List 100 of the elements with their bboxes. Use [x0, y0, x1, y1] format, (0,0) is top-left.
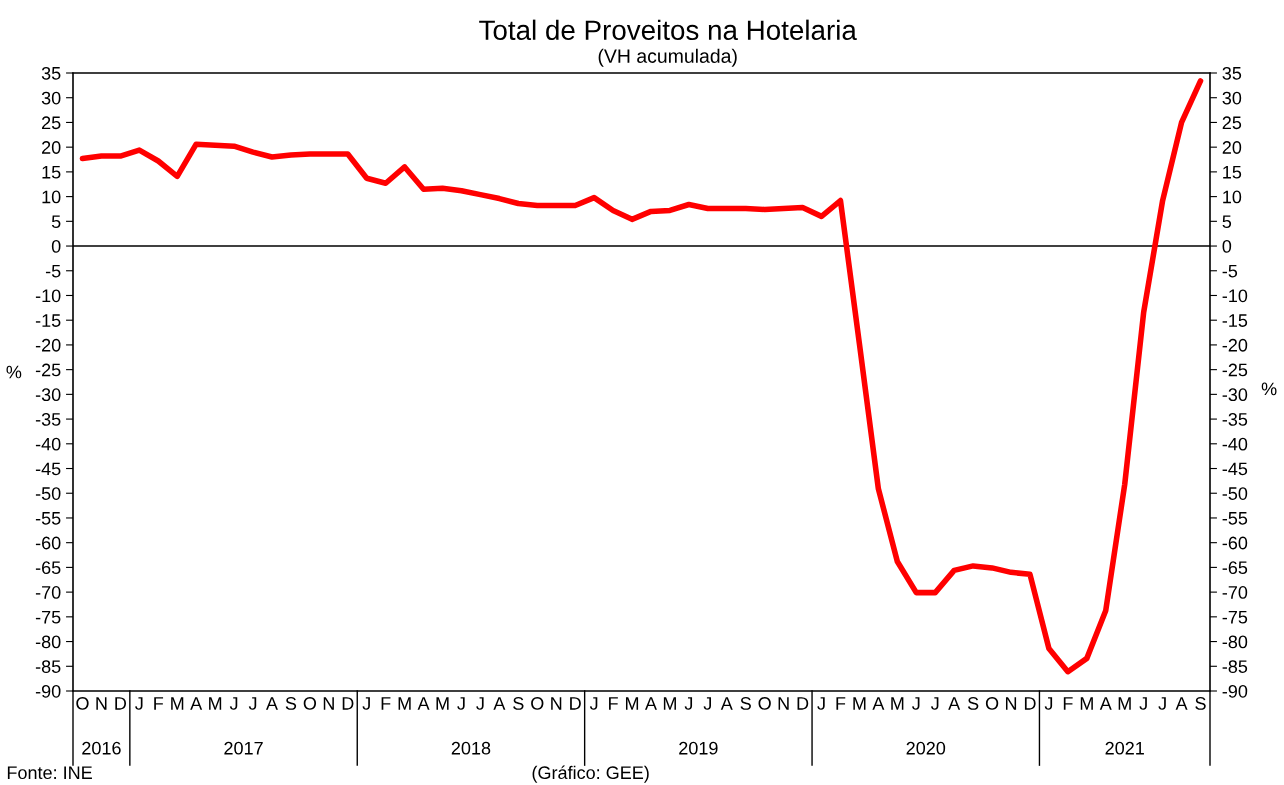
x-tick-label: D: [570, 697, 581, 710]
x-tick-label: O: [76, 697, 89, 710]
x-tick-label: J: [362, 697, 370, 710]
x-tick-label: A: [1175, 697, 1188, 710]
y2-tick-label: -85: [1222, 660, 1248, 673]
x-tick-label: J: [1044, 697, 1053, 710]
x-tick-label: J: [476, 697, 484, 710]
y-tick-label: -40: [35, 437, 61, 451]
x-tick-label: O: [531, 697, 544, 710]
x-tick-label: A: [417, 697, 430, 710]
x-tick-label: O: [758, 697, 771, 710]
y2-tick-label: -70: [1222, 586, 1248, 599]
y-tick-label: -70: [35, 586, 61, 599]
y2-tick-label: 35: [1222, 66, 1242, 80]
y2-tick-label: -50: [1222, 487, 1248, 500]
x-tick-label: O: [985, 697, 999, 710]
x-tick-label: S: [967, 697, 979, 710]
x-tick-label: F: [1063, 697, 1073, 710]
x-tick-label: F: [609, 697, 618, 710]
x-tick-label: J: [589, 697, 598, 710]
x-tick-label: N: [778, 697, 789, 710]
x-tick-label: A: [872, 697, 885, 710]
x-tick-label: J: [229, 697, 238, 710]
x-tick-label: J: [1158, 697, 1166, 710]
x-tick-label: J: [817, 697, 825, 710]
y-tick-label: 30: [41, 91, 61, 105]
y-tick-label: -55: [35, 512, 61, 525]
text: 2020: [906, 741, 946, 755]
text: (Gráfico: GEE): [532, 765, 649, 783]
y-tick-label: 0: [51, 239, 61, 253]
x-tick-label: S: [740, 697, 751, 710]
x-tick-label: J: [1139, 697, 1147, 710]
x-tick-label: J: [248, 697, 257, 710]
y-tick-label: -85: [35, 660, 61, 673]
chart-title: Total de Proveitos na Hotelaria: [479, 19, 857, 41]
y2-tick-label: -30: [1222, 388, 1248, 402]
x-tick-label: J: [457, 697, 465, 710]
x-tick-label: J: [930, 697, 939, 710]
y-axis-title: %: [6, 365, 22, 379]
y-tick-label: -15: [35, 314, 61, 327]
y2-tick-label: -5: [1222, 264, 1238, 278]
y2-tick-label: -20: [1222, 338, 1248, 352]
x-tick-label: D: [342, 697, 354, 710]
y-tick-label: -90: [35, 684, 61, 698]
x-tick-label: N: [96, 697, 107, 710]
x-tick-label: M: [1118, 697, 1131, 710]
x-tick-label: F: [154, 697, 164, 710]
y-tick-label: -35: [35, 413, 61, 426]
y-tick-label: 5: [51, 215, 61, 229]
y-tick-label: 25: [42, 116, 61, 130]
y2-tick-label: -45: [1222, 462, 1248, 476]
y2-tick-label: 30: [1222, 91, 1242, 105]
y2-axis-title: %: [1261, 382, 1277, 396]
y2-tick-label: 20: [1222, 141, 1242, 154]
y-tick-label: -45: [35, 462, 61, 476]
y2-tick-label: -15: [1222, 314, 1248, 327]
y-tick-label: -60: [35, 536, 61, 550]
x-tick-label: D: [115, 697, 127, 710]
y2-tick-label: 10: [1223, 190, 1242, 204]
y2-tick-label: -55: [1222, 512, 1248, 525]
x-tick-label: F: [836, 697, 846, 710]
x-tick-label: M: [171, 697, 184, 710]
y-tick-label: -10: [35, 289, 61, 303]
source-note: Fonte: INE: [7, 766, 92, 780]
text: 2018: [451, 741, 491, 755]
y-tick-label: -75: [35, 610, 61, 624]
y2-tick-label: -65: [1222, 561, 1248, 575]
y-tick-label: -20: [35, 338, 61, 352]
x-tick-label: A: [948, 697, 961, 710]
y-tick-label: 35: [41, 66, 61, 80]
x-tick-label: M: [853, 697, 866, 710]
text: 2019: [679, 741, 718, 755]
x-tick-label: M: [1080, 697, 1093, 710]
y-tick-label: -50: [35, 487, 61, 500]
x-tick-label: S: [1195, 697, 1206, 710]
x-tick-label: M: [436, 697, 449, 710]
y-tick-label: 15: [42, 166, 61, 179]
y-tick-label: -65: [35, 561, 61, 575]
y2-tick-label: 15: [1223, 166, 1242, 179]
y2-tick-label: -60: [1222, 536, 1248, 550]
x-tick-label: N: [323, 697, 334, 710]
y2-tick-label: 0: [1222, 239, 1232, 253]
x-tick-label: J: [135, 697, 143, 710]
x-tick-label: A: [265, 697, 278, 710]
y2-tick-label: 25: [1222, 116, 1242, 130]
y2-tick-label: -40: [1222, 437, 1248, 451]
x-tick-label: A: [493, 697, 506, 710]
y2-tick-label: -90: [1222, 684, 1248, 698]
text: 2017: [224, 741, 263, 755]
x-tick-label: M: [663, 697, 676, 710]
x-tick-label: J: [684, 697, 693, 710]
x-tick-label: M: [625, 697, 639, 710]
x-tick-label: S: [513, 697, 524, 710]
x-tick-label: N: [551, 697, 562, 710]
y-tick-label: 10: [42, 190, 61, 204]
x-tick-label: J: [912, 697, 920, 710]
x-tick-label: O: [303, 697, 317, 710]
x-tick-label: A: [720, 697, 733, 710]
x-tick-label: M: [398, 697, 411, 710]
y-tick-label: -25: [35, 363, 61, 377]
